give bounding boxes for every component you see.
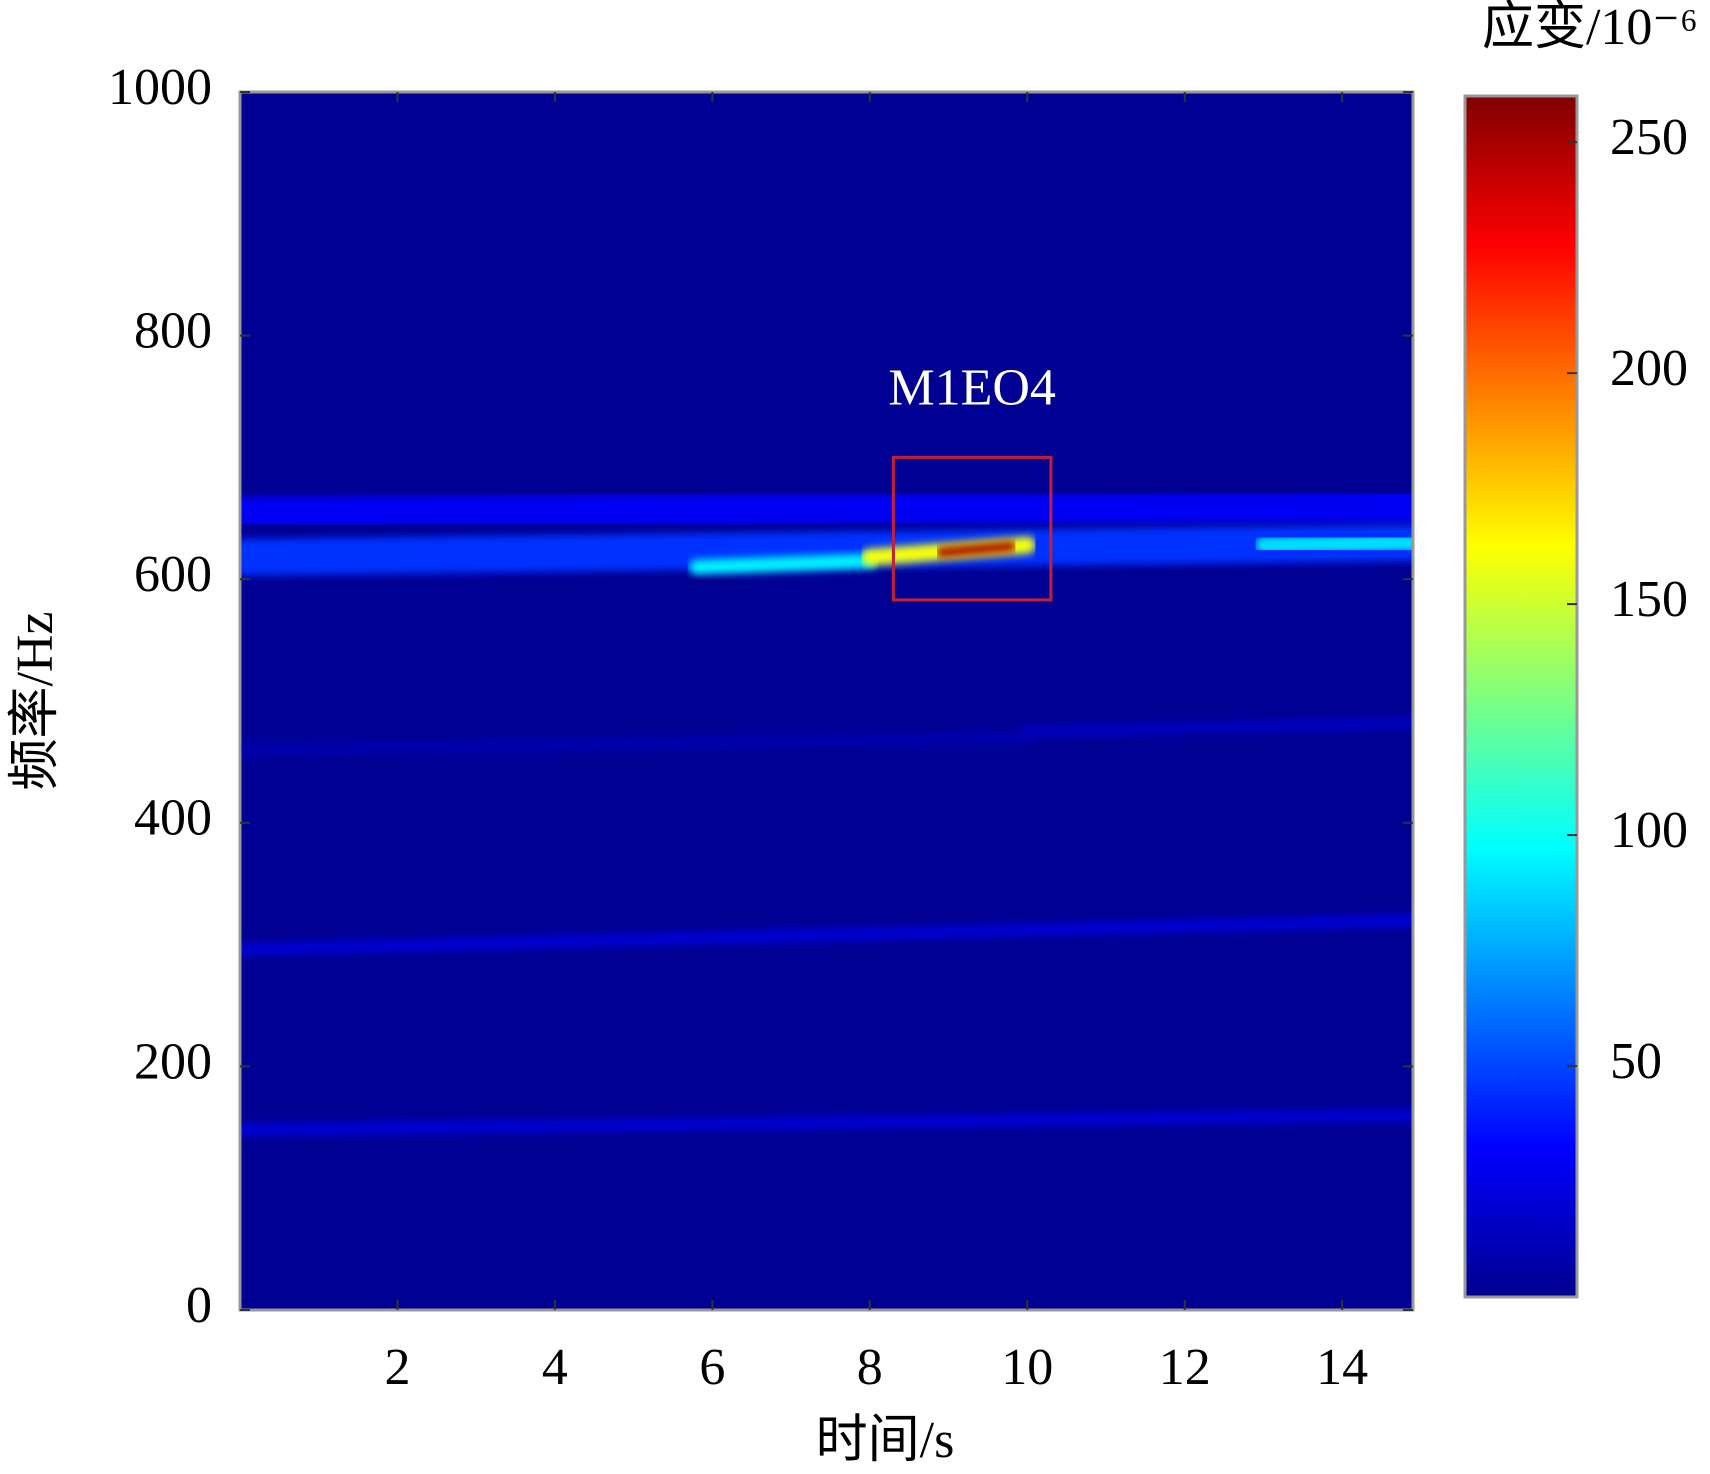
x-tick-label: 4: [542, 1339, 568, 1396]
colorbar: [1463, 94, 1579, 1299]
y-tick-label: 800: [134, 303, 212, 360]
spectral-band: [240, 914, 1413, 956]
x-tick-label: 2: [384, 1339, 410, 1396]
y-tick-label: 400: [134, 790, 212, 847]
colorbar-tick-label: 250: [1610, 109, 1688, 166]
spectral-band: [240, 731, 1034, 756]
spectral-band: [1021, 716, 1413, 738]
features: [240, 490, 1413, 1136]
spectral-band: [240, 1109, 1413, 1136]
x-tick-label: 8: [857, 1339, 883, 1396]
x-tick-label: 10: [1001, 1339, 1053, 1396]
x-tick-label: 14: [1316, 1339, 1368, 1396]
x-axis-label: 时间/s: [816, 1412, 955, 1469]
spectral-band: [240, 524, 1413, 576]
y-tick-label: 200: [134, 1033, 212, 1090]
spectral-band: [935, 541, 1017, 558]
annotation-box: [891, 455, 1053, 602]
y-axis-label: 频率/Hz: [7, 611, 64, 790]
background: [240, 92, 1413, 1310]
annotation-text: M1EO4: [888, 359, 1056, 416]
y-tick-label: 0: [186, 1277, 212, 1334]
colorbar-tick-label: 150: [1610, 571, 1688, 628]
y-tick-label: 1000: [108, 59, 212, 116]
spectral-band: [689, 553, 878, 575]
spectral-band: [240, 490, 1413, 528]
x-tick-label: 12: [1159, 1339, 1211, 1396]
spectral-band: [1254, 534, 1413, 554]
plot-frame: [238, 90, 1415, 1312]
colorbar-tick-label: 200: [1610, 340, 1688, 397]
x-tick-label: 6: [699, 1339, 725, 1396]
colorbar-tick-label: 100: [1610, 802, 1688, 859]
colorbar-tick-label: 50: [1610, 1033, 1662, 1090]
y-tick-label: 600: [134, 546, 212, 603]
colorbar-label: 应变/10⁻⁶: [1482, 0, 1698, 56]
